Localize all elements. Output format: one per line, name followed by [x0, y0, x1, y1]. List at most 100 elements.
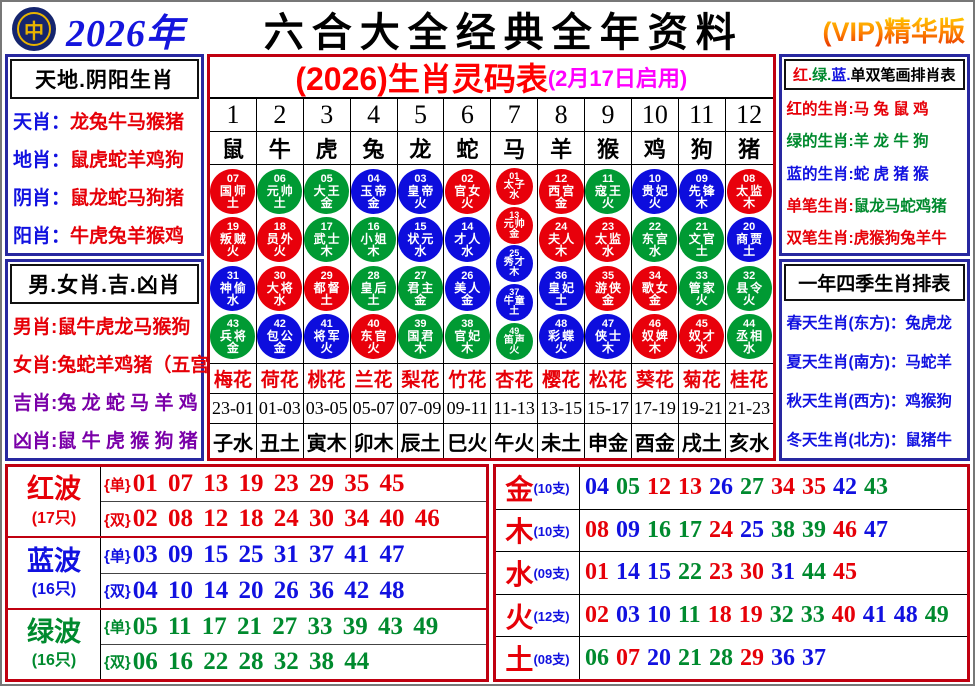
ball-element: 水 [226, 292, 239, 307]
ball-number: 46 [648, 317, 661, 330]
hour-range: 13-15 [538, 394, 586, 423]
parity-tag: {单} [104, 619, 131, 637]
number-ball: 47 侠士木 [585, 313, 631, 359]
zodiac-name: 马 [491, 132, 539, 164]
ball-title: 奴才 [688, 328, 717, 343]
number-ball: 46 奴婢木 [632, 313, 678, 359]
element-number: 06 [585, 644, 609, 671]
ball-element: 火 [648, 196, 661, 211]
ball-title: 官女 [454, 184, 483, 199]
wave-odd-line: {单} 05 11 17 21 27 33 39 43 49 [101, 610, 486, 644]
column-number-row: 1 2 3 4 5 6 7 8 9 10 11 12 [210, 99, 773, 132]
element-numbers-cell: 01 14 15 22 23 30 31 44 45 [580, 552, 967, 594]
row-value: 蛇 虎 猪 猴 [853, 165, 929, 183]
element-number: 02 [585, 602, 609, 629]
ball-element: 火 [414, 196, 427, 211]
element-number: 30 [740, 559, 764, 586]
row-value: 虎猴狗兔羊牛 [853, 229, 947, 247]
ball-number: 37 [509, 287, 520, 298]
element-number: 42 [833, 474, 857, 501]
number-ball: 49 笛声火 [495, 323, 533, 361]
title-part: 绿. [812, 67, 832, 84]
ball-element: 金 [273, 340, 286, 355]
ball-number: 34 [648, 269, 661, 282]
table-title: (2026)生肖灵码表 (2月17日启用) [210, 57, 773, 99]
zodiac-name: 狗 [679, 132, 726, 164]
ball-title: 皇后 [360, 280, 389, 295]
element-row: 木 (10支) 08 09 16 17 24 25 38 39 46 47 [496, 508, 967, 552]
number-ball: 05 大王金 [304, 169, 350, 215]
earthly-branch: 丑土 [257, 424, 304, 458]
ball-element: 土 [367, 292, 380, 307]
element-number: 11 [678, 602, 701, 629]
wave-name-label: 绿波 [27, 617, 81, 648]
wave-number-list: 04 10 14 20 26 36 42 48 [132, 576, 405, 604]
column-number: 3 [304, 99, 351, 131]
wave-odd-line: {单} 01 07 13 19 23 29 35 45 [101, 467, 486, 501]
element-number: 39 [802, 516, 826, 543]
number-ball: 27 君主金 [397, 265, 443, 311]
ball-title: 状元 [407, 232, 436, 247]
logo-glyph: 中 [17, 12, 51, 46]
ball-element: 金 [226, 340, 239, 355]
row-value: 马 兔 鼠 鸡 [853, 101, 929, 119]
element-number: 35 [802, 474, 826, 501]
zodiac-code-table: (2026)生肖灵码表 (2月17日启用) 1 2 3 4 5 6 7 8 9 10 11 12 鼠牛… [207, 54, 776, 461]
element-number: 22 [678, 559, 702, 586]
bottom-row: 红波 (17只) {单} 01 07 13 19 23 29 35 45 {双} 02 0… [2, 461, 973, 684]
number-ball: 44 丞相水 [726, 313, 772, 359]
ball-element: 火 [601, 196, 614, 211]
element-row: 金 (10支) 04 05 12 13 26 27 34 35 42 43 [496, 467, 967, 509]
vip-badge: (VIP)精华版 [822, 10, 965, 49]
ball-column: 11 寇王火 23 太监水 35 游侠金 47 侠士木 [585, 165, 632, 363]
ball-element: 木 [367, 244, 380, 259]
number-ball: 17 武士木 [304, 217, 350, 263]
ball-number: 39 [414, 317, 427, 330]
ball-element: 水 [273, 292, 286, 307]
ball-number: 36 [554, 269, 568, 282]
ball-column: 02 官女火 14 才人水 26 美人金 38 官妃木 [444, 165, 492, 363]
zodiac-category-row: 吉肖: 兔 龙 蛇 马 羊 鸡 [8, 382, 201, 420]
row-value: 兔蛇羊鸡猪（五宫） [57, 354, 229, 376]
flower-name: 樱花 [538, 364, 586, 393]
element-row: 火 (12支) 02 03 10 11 18 19 32 33 40 41 48 49 [496, 593, 967, 637]
element-number: 33 [800, 602, 825, 629]
hour-range: 17-19 [632, 394, 679, 423]
number-ball-grid: 07 国师土 19 叛贼火 31 神偷水 43 兵将金 06 元帅土 18 员外火 30 大将水 42 包公金… [210, 165, 773, 364]
ball-number: 11 [602, 173, 614, 186]
element-number: 24 [709, 516, 733, 543]
ball-element: 土 [695, 244, 708, 259]
element-number: 18 [707, 602, 732, 629]
ball-number: 16 [367, 221, 380, 234]
element-label-cell: 土 (08支) [496, 637, 580, 679]
element-numbers-cell: 04 05 12 13 26 27 34 35 42 43 [580, 467, 967, 509]
element-number: 47 [864, 516, 888, 543]
number-ball: 26 美人金 [444, 265, 490, 311]
wave-name-cell: 绿波 (16只) [8, 609, 101, 679]
flower-name: 松花 [585, 364, 632, 393]
ball-number: 23 [601, 221, 615, 234]
wave-name-label: 蓝波 [27, 545, 81, 576]
earthly-branch-row: 子水 丑土 寅木 卯木 辰土 巳火 午火 未土 申金 酉金 戌土 亥水 [210, 424, 773, 458]
number-ball: 22 东宫水 [632, 217, 678, 263]
wave-number-list: 03 09 15 25 31 37 41 47 [132, 541, 405, 569]
wave-number-list: 06 16 22 28 32 38 44 [132, 647, 370, 675]
number-ball: 04 玉帝金 [351, 169, 397, 215]
wave-numbers-cell: {单} 01 07 13 19 23 29 35 45 {双} 02 08 12 18… [101, 467, 486, 536]
wave-count-label: (16只) [31, 652, 77, 670]
earthly-branch: 酉金 [632, 424, 679, 458]
ball-number: 18 [273, 221, 286, 234]
flower-name: 杏花 [491, 364, 539, 393]
number-ball: 29 都督土 [304, 265, 350, 311]
zodiac-category-row: 女肖: 兔蛇羊鸡猪（五宫） [8, 344, 228, 382]
zodiac-name: 羊 [538, 132, 586, 164]
ball-number: 45 [695, 317, 708, 330]
element-number: 34 [771, 474, 795, 501]
element-count: (09支) [533, 566, 570, 582]
element-number: 23 [709, 559, 733, 586]
column-number: 10 [632, 99, 679, 131]
row-value: 羊 龙 牛 狗 [853, 133, 929, 151]
number-ball: 32 县令火 [726, 265, 772, 311]
ball-number: 40 [367, 317, 380, 330]
element-number: 28 [709, 644, 733, 671]
